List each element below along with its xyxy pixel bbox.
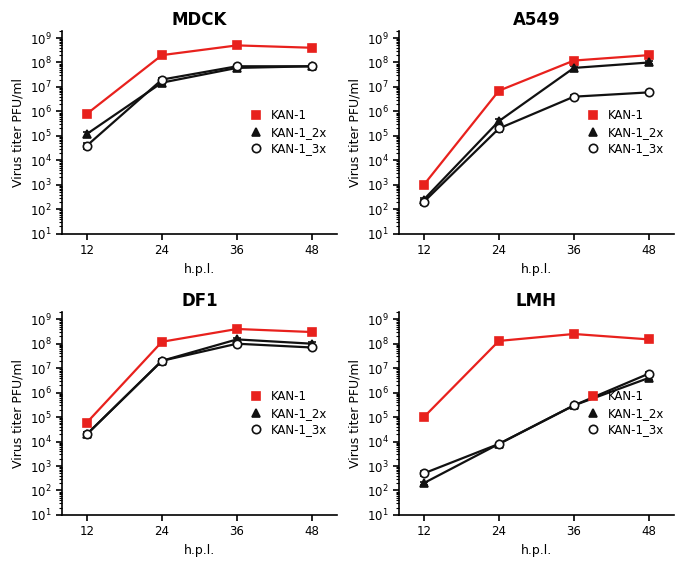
KAN-1_2x (645, 374, 653, 381)
KAN-1 (233, 325, 241, 332)
Line: KAN-1_2x: KAN-1_2x (83, 62, 316, 138)
Y-axis label: Virus titer PFU/ml: Virus titer PFU/ml (348, 78, 361, 187)
KAN-1_3x (570, 93, 578, 100)
Title: LMH: LMH (516, 293, 557, 310)
Legend: KAN-1, KAN-1_2x, KAN-1_3x: KAN-1, KAN-1_2x, KAN-1_3x (244, 387, 331, 440)
Line: KAN-1: KAN-1 (83, 325, 316, 427)
KAN-1_3x (645, 370, 653, 377)
KAN-1_2x (308, 63, 316, 70)
KAN-1 (495, 87, 503, 94)
KAN-1 (158, 52, 166, 59)
KAN-1_3x (83, 431, 91, 437)
X-axis label: h.p.l.: h.p.l. (184, 544, 215, 557)
KAN-1_2x (158, 79, 166, 86)
KAN-1_3x (233, 63, 241, 70)
KAN-1_3x (420, 198, 428, 205)
KAN-1_2x (83, 131, 91, 137)
KAN-1_3x (83, 142, 91, 149)
Line: KAN-1: KAN-1 (420, 51, 653, 189)
KAN-1_2x (495, 118, 503, 124)
Line: KAN-1_2x: KAN-1_2x (83, 335, 316, 438)
Legend: KAN-1, KAN-1_2x, KAN-1_3x: KAN-1, KAN-1_2x, KAN-1_3x (581, 106, 668, 159)
KAN-1 (308, 329, 316, 336)
Legend: KAN-1, KAN-1_2x, KAN-1_3x: KAN-1, KAN-1_2x, KAN-1_3x (581, 387, 668, 440)
Title: MDCK: MDCK (172, 11, 227, 29)
KAN-1 (308, 44, 316, 51)
KAN-1 (420, 414, 428, 420)
KAN-1 (83, 419, 91, 426)
KAN-1 (420, 181, 428, 188)
KAN-1 (83, 110, 91, 117)
KAN-1 (158, 339, 166, 345)
Y-axis label: Virus titer PFU/ml: Virus titer PFU/ml (11, 78, 24, 187)
KAN-1 (645, 336, 653, 343)
KAN-1_2x (495, 441, 503, 448)
Line: KAN-1_3x: KAN-1_3x (83, 62, 316, 150)
KAN-1 (233, 42, 241, 49)
Line: KAN-1_2x: KAN-1_2x (420, 374, 653, 487)
Line: KAN-1_3x: KAN-1_3x (420, 369, 653, 478)
Line: KAN-1_3x: KAN-1_3x (83, 340, 316, 438)
KAN-1_2x (570, 65, 578, 72)
KAN-1_3x (570, 402, 578, 409)
KAN-1_2x (645, 59, 653, 66)
KAN-1_3x (495, 125, 503, 132)
Title: A549: A549 (512, 11, 560, 29)
Y-axis label: Virus titer PFU/ml: Virus titer PFU/ml (348, 359, 361, 468)
KAN-1_3x (495, 441, 503, 448)
KAN-1_2x (83, 431, 91, 437)
KAN-1_2x (233, 65, 241, 72)
Line: KAN-1_2x: KAN-1_2x (420, 59, 653, 204)
KAN-1_3x (158, 76, 166, 83)
KAN-1_2x (308, 340, 316, 347)
KAN-1_3x (420, 470, 428, 477)
Y-axis label: Virus titer PFU/ml: Virus titer PFU/ml (11, 359, 24, 468)
KAN-1 (495, 337, 503, 344)
KAN-1_2x (420, 196, 428, 203)
Line: KAN-1: KAN-1 (83, 41, 316, 118)
KAN-1_3x (308, 63, 316, 70)
KAN-1 (570, 331, 578, 337)
KAN-1_2x (570, 402, 578, 409)
KAN-1_3x (308, 344, 316, 351)
KAN-1_2x (158, 357, 166, 364)
KAN-1_3x (233, 340, 241, 347)
Line: KAN-1: KAN-1 (420, 330, 653, 421)
KAN-1_2x (420, 480, 428, 487)
X-axis label: h.p.l.: h.p.l. (521, 544, 552, 557)
KAN-1 (645, 52, 653, 59)
X-axis label: h.p.l.: h.p.l. (521, 262, 552, 275)
KAN-1_2x (233, 336, 241, 343)
KAN-1_3x (158, 357, 166, 364)
X-axis label: h.p.l.: h.p.l. (184, 262, 215, 275)
KAN-1 (570, 57, 578, 64)
Legend: KAN-1, KAN-1_2x, KAN-1_3x: KAN-1, KAN-1_2x, KAN-1_3x (244, 106, 331, 159)
Title: DF1: DF1 (181, 293, 218, 310)
KAN-1_3x (645, 89, 653, 96)
Line: KAN-1_3x: KAN-1_3x (420, 88, 653, 206)
